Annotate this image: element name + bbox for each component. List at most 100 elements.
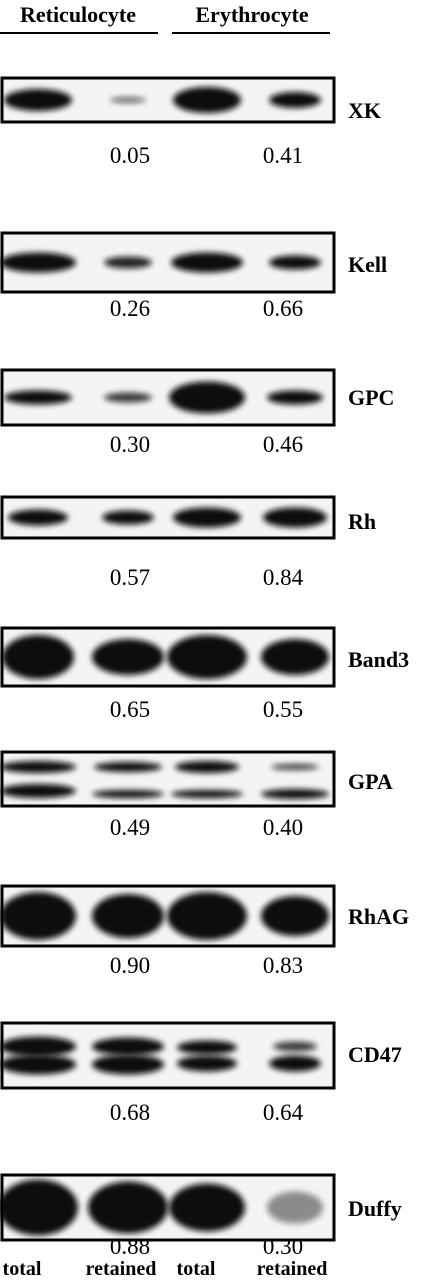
lane-label: retained	[257, 1258, 328, 1280]
band	[173, 507, 241, 528]
blot-panel: Kell 0.26 0.66	[0, 231, 387, 321]
band	[92, 790, 164, 798]
blot-frame	[0, 495, 336, 540]
ratio-value: 0.55	[263, 697, 303, 722]
band	[4, 390, 72, 405]
band	[167, 635, 247, 679]
protein-label: GPA	[348, 769, 393, 794]
ratio-value: 0.65	[110, 697, 150, 722]
lane-label: retained	[86, 1258, 157, 1280]
band	[88, 1181, 168, 1234]
band	[2, 635, 74, 679]
band	[167, 892, 247, 940]
blot-panel: GPC 0.30 0.46	[0, 368, 394, 457]
band	[261, 639, 329, 675]
band	[110, 97, 146, 103]
band	[0, 1054, 76, 1075]
blot-panel: CD47 0.68 0.64	[0, 1021, 402, 1125]
blot-panel: GPA 0.49 0.40	[0, 750, 393, 840]
protein-label: CD47	[348, 1042, 402, 1067]
blot-frame	[0, 626, 336, 688]
band	[263, 507, 327, 528]
blot-panel: Rh 0.57 0.84	[0, 495, 376, 590]
protein-label: RhAG	[348, 904, 409, 929]
lane-label: total	[177, 1258, 216, 1280]
band	[92, 1054, 164, 1075]
blot-frame	[0, 1021, 336, 1090]
band	[0, 892, 76, 940]
protein-label: Rh	[348, 509, 376, 534]
panels: XK 0.05 0.41 Kell 0.26 0.66 GPC 0.30 0.46 Rh 0.57 0…	[0, 76, 409, 1259]
band	[175, 761, 239, 773]
protein-label: GPC	[348, 385, 394, 410]
ratio-value: 0.66	[263, 296, 303, 321]
ratio-value: 0.05	[110, 143, 150, 168]
ratio-value: 0.64	[263, 1100, 304, 1125]
blot-frame	[0, 884, 336, 948]
band	[177, 1040, 237, 1055]
blot-panel: XK 0.05 0.41	[0, 76, 381, 168]
ratio-value: 0.84	[263, 565, 304, 590]
ratio-value: 0.90	[110, 953, 150, 978]
ratio-value: 0.40	[263, 815, 303, 840]
ratio-value: 0.46	[263, 432, 303, 457]
ratio-value: 0.26	[110, 296, 150, 321]
ratio-value: 0.88	[110, 1234, 150, 1259]
protein-label: Kell	[348, 252, 387, 277]
blot-frame	[0, 231, 336, 294]
group-label: Erythrocyte	[195, 2, 308, 27]
band	[0, 1036, 76, 1057]
ratio-value: 0.41	[263, 143, 303, 168]
band	[0, 252, 76, 273]
band	[169, 381, 245, 414]
band	[261, 789, 329, 799]
band	[169, 1183, 245, 1232]
blot-frame	[0, 1173, 336, 1242]
blot-panel: Duffy 0.88 0.30	[0, 1173, 402, 1259]
band	[104, 256, 152, 269]
band	[104, 392, 152, 403]
band	[267, 390, 323, 405]
lane-label: total	[3, 1258, 42, 1280]
protein-label: Band3	[348, 647, 409, 672]
band	[171, 252, 243, 273]
protein-label: XK	[348, 98, 381, 123]
band	[261, 896, 329, 936]
band	[92, 894, 164, 938]
band	[177, 1055, 237, 1072]
band	[269, 255, 321, 270]
blot-background	[2, 1023, 334, 1088]
ratio-value: 0.30	[110, 432, 150, 457]
blot-frame	[0, 76, 336, 124]
band	[4, 89, 72, 111]
band	[271, 764, 319, 770]
band	[102, 510, 154, 525]
ratio-value: 0.57	[110, 565, 150, 590]
band	[267, 1191, 323, 1224]
band	[94, 762, 162, 772]
footer: total retained total retained	[3, 1258, 328, 1280]
band	[92, 639, 164, 675]
band	[171, 790, 243, 798]
band	[273, 1041, 317, 1052]
blot-frame	[0, 368, 336, 427]
band	[0, 761, 76, 773]
ratio-value: 0.68	[110, 1100, 150, 1125]
band	[269, 92, 321, 108]
band	[0, 784, 76, 798]
band	[8, 509, 68, 526]
protein-label: Duffy	[348, 1196, 402, 1221]
ratio-value: 0.30	[263, 1234, 303, 1259]
band	[92, 1037, 164, 1056]
blot-panel: Band3 0.65 0.55	[0, 626, 409, 722]
band	[173, 87, 241, 113]
band	[269, 1055, 321, 1072]
ratio-value: 0.49	[110, 815, 150, 840]
blot-panel: RhAG 0.90 0.83	[0, 884, 409, 978]
ratio-value: 0.83	[263, 953, 303, 978]
blot-frame	[0, 750, 336, 808]
group-label: Reticulocyte	[20, 2, 136, 27]
band	[0, 1179, 78, 1236]
